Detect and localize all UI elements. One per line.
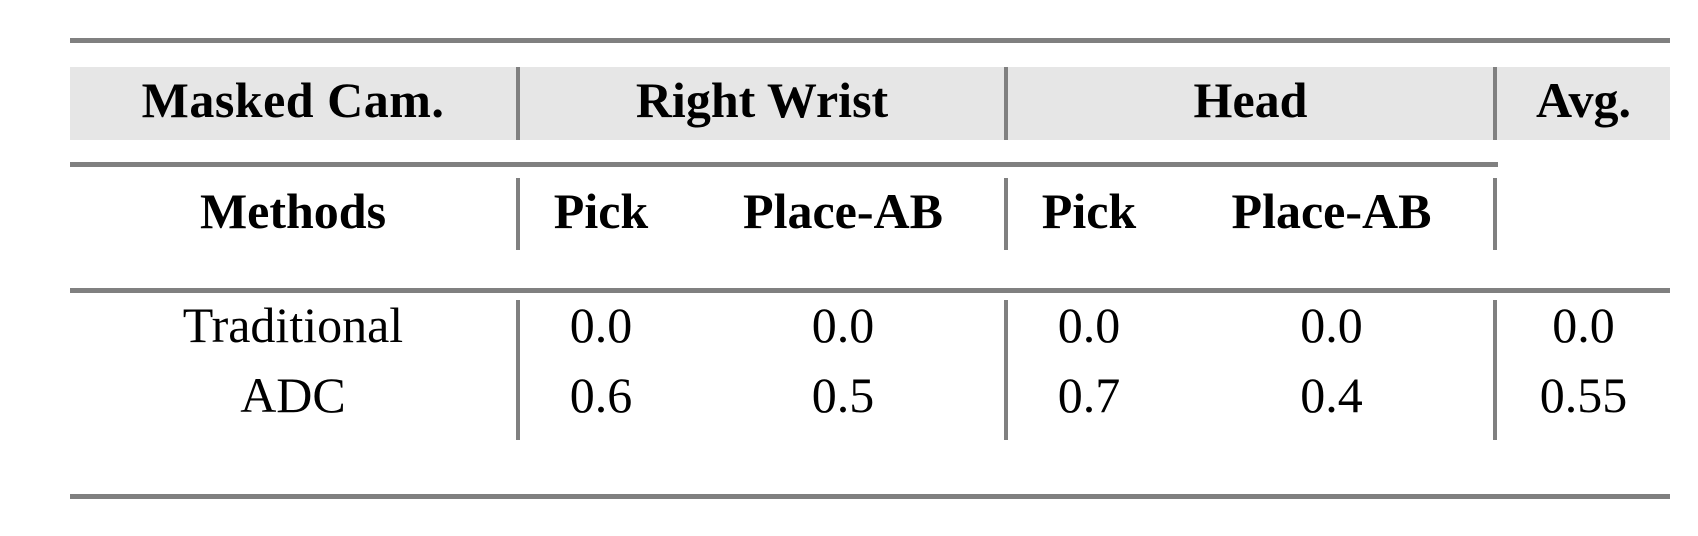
header-shade-band bbox=[70, 67, 1670, 140]
table-row-method-adc: ADC bbox=[240, 367, 346, 423]
vertical-rule-header1-3 bbox=[1493, 67, 1497, 140]
toprule bbox=[70, 38, 1670, 43]
header-head-place-ab: Place-AB bbox=[1231, 183, 1432, 239]
cell-traditional-head-place-ab: 0.0 bbox=[1300, 297, 1363, 353]
header-group-head: Head bbox=[1193, 72, 1308, 128]
cell-adc-right-wrist-place-ab: 0.5 bbox=[811, 367, 875, 423]
bottomrule bbox=[70, 494, 1670, 499]
cell-adc-right-wrist-pick: 0.6 bbox=[569, 367, 633, 423]
cell-traditional-right-wrist-place-ab: 0.0 bbox=[811, 297, 875, 353]
vertical-rule-header2-3 bbox=[1493, 178, 1497, 250]
cell-adc-head-place-ab: 0.4 bbox=[1300, 367, 1363, 423]
vertical-rule-header2-2 bbox=[1004, 178, 1008, 250]
header-group-right-wrist: Right Wrist bbox=[635, 72, 889, 128]
midrule-body bbox=[70, 288, 1670, 293]
cell-adc-head-pick: 0.7 bbox=[1057, 367, 1121, 423]
vertical-rule-body-1 bbox=[516, 300, 520, 440]
header-right-wrist-place-ab: Place-AB bbox=[743, 183, 943, 239]
header-group-masked-cam: Masked Cam. bbox=[141, 72, 445, 128]
table-row-method-traditional: Traditional bbox=[182, 297, 404, 353]
header-group-avg: Avg. bbox=[1536, 72, 1631, 128]
cell-traditional-head-pick: 0.0 bbox=[1057, 297, 1121, 353]
vertical-rule-header1-2 bbox=[1004, 67, 1008, 140]
vertical-rule-header1-1 bbox=[516, 67, 520, 140]
vertical-rule-header2-1 bbox=[516, 178, 520, 250]
vertical-rule-body-3 bbox=[1493, 300, 1497, 440]
midrule-header bbox=[70, 162, 1498, 167]
cell-adc-avg: 0.55 bbox=[1539, 367, 1628, 423]
header-methods: Methods bbox=[199, 183, 387, 239]
header-head-pick: Pick bbox=[1041, 183, 1137, 239]
cell-traditional-avg: 0.0 bbox=[1552, 297, 1615, 353]
cell-traditional-right-wrist-pick: 0.0 bbox=[569, 297, 633, 353]
vertical-rule-body-2 bbox=[1004, 300, 1008, 440]
header-right-wrist-pick: Pick bbox=[553, 183, 649, 239]
